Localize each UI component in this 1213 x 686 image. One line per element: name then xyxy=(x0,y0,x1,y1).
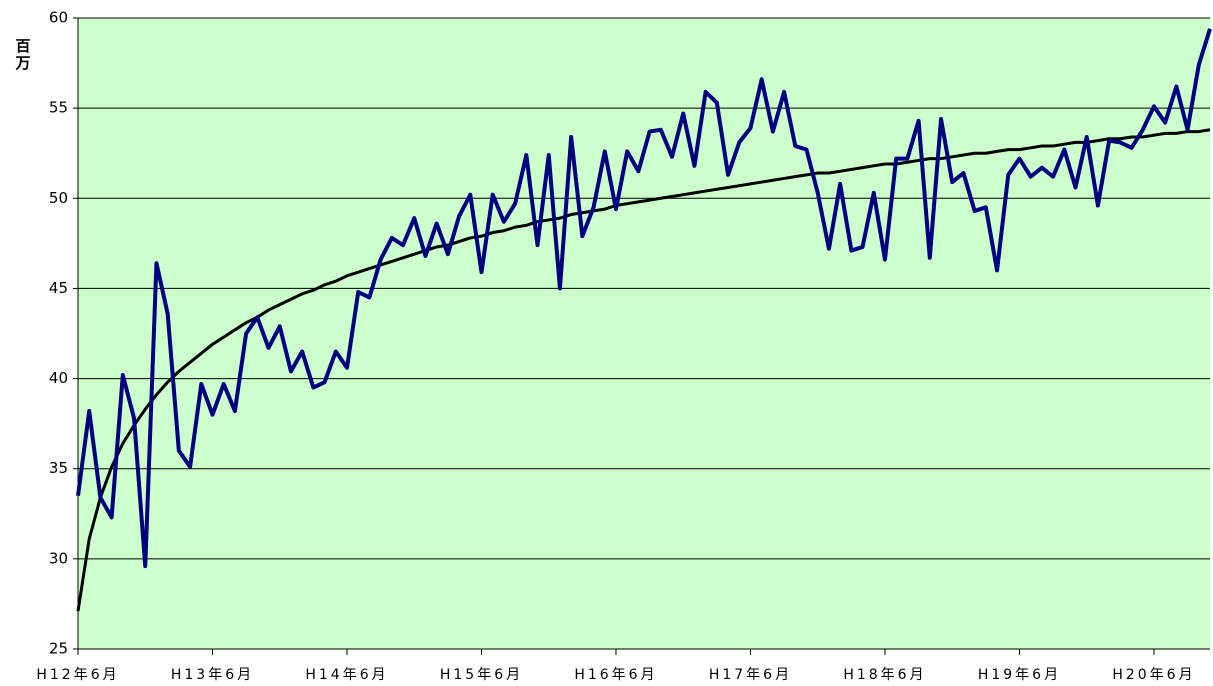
y-tick-label: 35 xyxy=(49,459,68,477)
y-tick-label: 50 xyxy=(49,189,68,207)
plot-area xyxy=(78,18,1210,649)
x-tick-label: H16年6月 xyxy=(574,667,657,683)
y-tick-label: 45 xyxy=(49,279,68,297)
x-tick-label: H17年6月 xyxy=(709,667,792,683)
y-tick-label: 40 xyxy=(49,369,68,387)
x-tick-label: H13年6月 xyxy=(171,667,254,683)
data-line xyxy=(76,128,1211,612)
y-axis-label: 百万 xyxy=(14,38,32,72)
x-tick-label: H14年6月 xyxy=(305,667,388,683)
y-tick-label: 55 xyxy=(49,99,68,117)
x-tick-label: H18年6月 xyxy=(843,667,926,683)
data-line xyxy=(76,28,1212,569)
x-tick-label: H15年6月 xyxy=(440,667,523,683)
x-tick-label: H20年6月 xyxy=(1112,667,1195,683)
y-tick-label: 30 xyxy=(49,549,68,567)
y-tick-label: 25 xyxy=(49,640,68,658)
x-tick-label: H19年6月 xyxy=(978,667,1061,683)
y-tick-label: 60 xyxy=(49,9,68,27)
x-tick-label: H12年6月 xyxy=(36,667,119,683)
